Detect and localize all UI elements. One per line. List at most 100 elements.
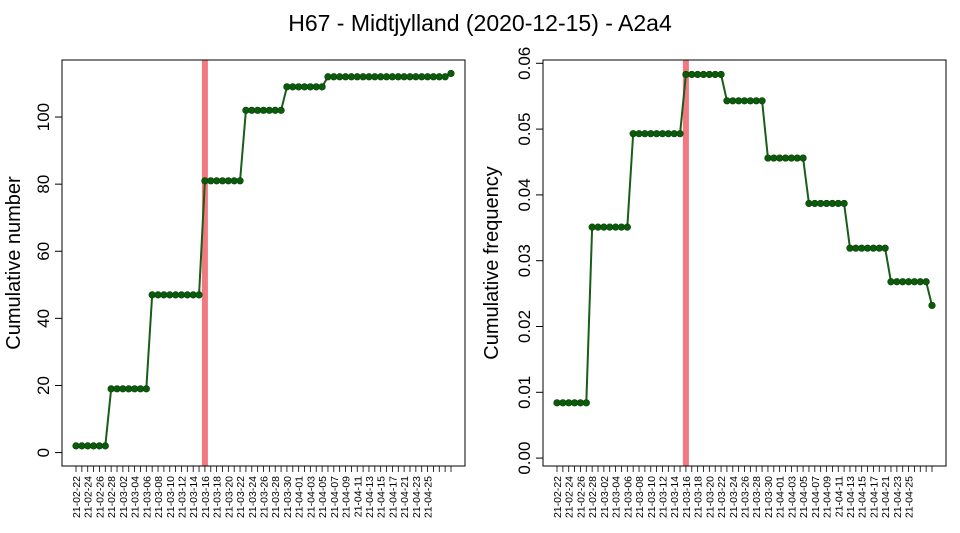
x-tick-label: 21-04-15 <box>857 476 869 518</box>
y-tick-label: 0.01 <box>515 376 534 409</box>
x-tick-label: 21-03-22 <box>235 476 247 518</box>
data-point <box>881 244 889 252</box>
data-point <box>922 278 930 286</box>
x-tick-label: 21-04-09 <box>822 476 834 518</box>
x-tick-label: 21-03-26 <box>259 476 271 518</box>
x-tick-label: 21-04-25 <box>904 476 916 518</box>
x-tick-label: 21-04-21 <box>880 476 892 518</box>
x-tick-label: 21-02-26 <box>575 476 587 518</box>
x-tick-label: 21-02-24 <box>564 476 576 518</box>
x-tick-label: 21-04-05 <box>317 476 329 518</box>
y-tick-label: 0.02 <box>515 310 534 343</box>
y-tick-label: 0.00 <box>515 442 534 475</box>
x-tick-label: 21-02-26 <box>94 476 106 518</box>
data-point <box>676 130 684 138</box>
x-tick-label: 21-02-28 <box>587 476 599 518</box>
y-tick-label: 0.04 <box>515 178 534 211</box>
data-point <box>236 177 244 185</box>
x-tick-label: 21-04-15 <box>376 476 388 518</box>
x-tick-label: 21-04-23 <box>411 476 423 518</box>
x-tick-label: 21-03-16 <box>200 476 212 518</box>
y-tick-label: 0.06 <box>515 47 534 80</box>
x-tick-label: 21-03-08 <box>153 476 165 518</box>
data-point <box>101 442 109 450</box>
y-tick-label: 40 <box>34 309 53 328</box>
x-tick-label: 21-02-24 <box>83 476 95 518</box>
x-tick-label: 21-02-22 <box>71 476 83 518</box>
y-tick-label: 80 <box>34 175 53 194</box>
x-tick-label: 21-03-18 <box>693 476 705 518</box>
x-tick-label: 21-03-04 <box>611 476 623 518</box>
x-tick-label: 21-03-30 <box>763 476 775 518</box>
data-point <box>142 385 150 393</box>
x-tick-label: 21-04-03 <box>786 476 798 518</box>
x-tick-label: 21-03-20 <box>704 476 716 518</box>
x-tick-label: 21-03-24 <box>728 476 740 518</box>
x-tick-label: 21-04-07 <box>810 476 822 518</box>
x-tick-label: 21-04-01 <box>294 476 306 518</box>
x-tick-label: 21-02-28 <box>106 476 118 518</box>
x-tick-label: 21-03-14 <box>188 476 200 518</box>
x-tick-label: 21-03-02 <box>599 476 611 518</box>
x-tick-label: 21-03-02 <box>118 476 130 518</box>
data-point <box>623 223 631 231</box>
y-tick-label: 60 <box>34 242 53 261</box>
data-point <box>840 199 848 208</box>
x-tick-label: 21-03-28 <box>270 476 282 518</box>
x-tick-label: 21-04-01 <box>775 476 787 518</box>
data-point <box>318 83 326 91</box>
x-tick-label: 21-03-06 <box>622 476 634 518</box>
x-tick-label: 21-04-03 <box>305 476 317 518</box>
y-axis-label: Cumulative number <box>3 176 25 350</box>
plot-frame <box>61 59 466 467</box>
x-tick-label: 21-04-23 <box>892 476 904 518</box>
data-point <box>758 97 766 105</box>
x-tick-label: 21-03-28 <box>751 476 763 518</box>
series-line <box>557 73 933 404</box>
y-tick-label: 0 <box>34 448 53 457</box>
y-axis-label: Cumulative frequency <box>481 166 503 359</box>
data-point <box>441 73 449 81</box>
y-tick-label: 0.03 <box>515 244 534 277</box>
data-point <box>799 154 807 162</box>
data-point <box>277 106 285 114</box>
x-tick-label: 21-04-21 <box>399 476 411 518</box>
x-tick-label: 21-03-26 <box>740 476 752 518</box>
x-tick-label: 21-04-17 <box>387 476 399 518</box>
x-tick-label: 21-04-11 <box>352 476 364 517</box>
x-tick-label: 21-03-10 <box>646 476 658 518</box>
panel-cumulative-frequency: 0.00 0.01 0.02 0.03 0.04 0.05 0.06 Cumulative f… <box>481 47 947 518</box>
x-tick-label: 21-04-25 <box>423 476 435 518</box>
data-point <box>447 69 455 78</box>
data-point <box>717 70 725 79</box>
x-tick-label: 21-03-06 <box>141 476 153 518</box>
x-tick-label: 21-04-11 <box>833 476 845 517</box>
x-tick-label: 21-03-04 <box>130 476 142 518</box>
x-tick-label: 21-03-12 <box>657 476 669 518</box>
x-tick-label: 21-03-16 <box>681 476 693 518</box>
x-tick-label: 21-03-18 <box>212 476 224 518</box>
x-tick-label: 21-03-24 <box>247 476 259 518</box>
x-tick-label: 21-03-14 <box>669 476 681 518</box>
data-point <box>195 291 203 299</box>
y-tick-label: 0.05 <box>515 113 534 146</box>
data-point <box>928 301 936 310</box>
x-tick-label: 21-03-08 <box>634 476 646 518</box>
x-tick-label: 21-04-17 <box>868 476 880 518</box>
x-tick-label: 21-03-30 <box>282 476 294 518</box>
x-tick-label: 21-03-22 <box>716 476 728 518</box>
y-tick-label: 20 <box>34 376 53 395</box>
y-tick-label: 100 <box>34 103 53 131</box>
x-tick-label: 21-03-12 <box>176 476 188 518</box>
x-tick-label: 21-04-13 <box>845 476 857 518</box>
x-tick-label: 21-02-22 <box>552 476 564 518</box>
x-tick-label: 21-04-13 <box>364 476 376 518</box>
chart-title: H67 - Midtjylland (2020-12-15) - A2a4 <box>288 10 672 36</box>
data-point <box>582 399 590 407</box>
plot-frame <box>542 59 947 467</box>
x-tick-label: 21-04-09 <box>341 476 353 518</box>
x-tick-label: 21-03-20 <box>223 476 235 518</box>
x-tick-label: 21-04-07 <box>329 476 341 518</box>
